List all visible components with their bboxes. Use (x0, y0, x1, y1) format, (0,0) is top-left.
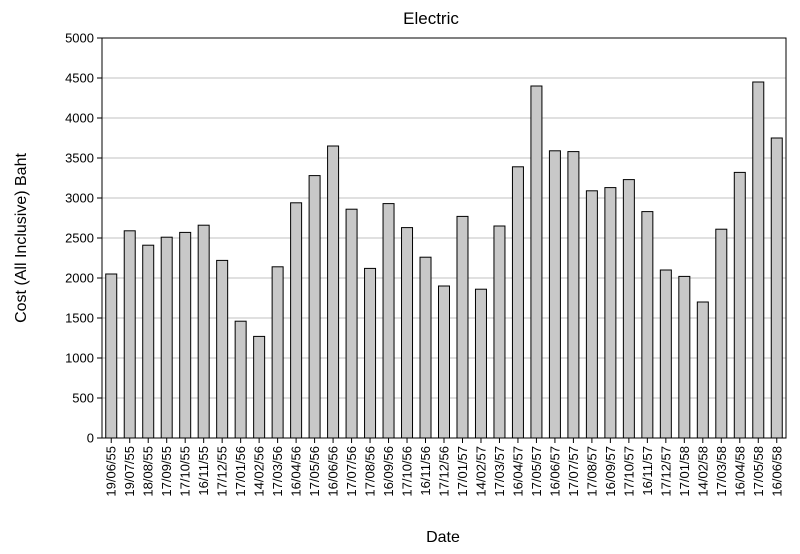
bar (696, 301, 709, 439)
chart-title: Electric (403, 9, 459, 28)
bar (308, 175, 321, 439)
bar (123, 230, 136, 439)
bar (733, 171, 746, 439)
x-tick-label: 16/09/57 (603, 446, 618, 497)
bar (585, 190, 598, 439)
x-tick-label: 17/01/58 (677, 446, 692, 497)
bar (419, 256, 432, 439)
x-tick-label: 17/07/57 (566, 446, 581, 497)
x-tick-label: 16/11/56 (418, 446, 433, 496)
x-tick-label: 17/05/58 (751, 446, 766, 497)
y-tick-label: 1000 (65, 351, 94, 366)
bar (216, 259, 229, 439)
bar (382, 203, 395, 439)
x-tick-label: 16/04/58 (732, 446, 747, 497)
bar (678, 275, 691, 439)
x-tick-label: 18/08/55 (141, 446, 156, 497)
x-tick-label: 16/06/57 (547, 446, 562, 497)
x-tick-label: 17/01/56 (233, 446, 248, 497)
x-tick-label: 17/10/55 (178, 446, 193, 497)
x-tick-labels: 19/06/55 19/07/55 18/08/55 17/09/55 17/10/55… (104, 446, 785, 497)
x-tick-label: 17/12/55 (215, 446, 230, 497)
y-tick-label: 2500 (65, 231, 94, 246)
y-tick-label: 1500 (65, 311, 94, 326)
x-tick-label: 14/02/58 (695, 446, 710, 497)
x-tick-label: 14/02/56 (252, 446, 267, 497)
bar (511, 166, 524, 439)
bar (401, 227, 414, 439)
y-axis-label: Cost (All Inclusive) Baht (13, 153, 30, 323)
bar (548, 150, 561, 439)
bar (456, 215, 469, 439)
bar (604, 187, 617, 439)
x-tick-label: 17/05/57 (529, 446, 544, 497)
x-tick-label: 17/08/56 (363, 446, 378, 497)
x-tick-label: 16/11/57 (640, 446, 655, 496)
bar (253, 335, 266, 439)
y-tick-label: 500 (72, 391, 94, 406)
plot-frame (101, 37, 787, 439)
y-tick-label: 0 (87, 431, 94, 446)
x-tick-label: 17/08/57 (584, 446, 599, 497)
bar (474, 288, 487, 439)
bar (752, 81, 765, 439)
y-tick-label: 3000 (65, 191, 94, 206)
x-tick-label: 16/09/56 (381, 446, 396, 497)
x-tick-label: 17/12/57 (658, 446, 673, 497)
x-tick-label: 17/03/56 (270, 446, 285, 497)
bar (234, 320, 247, 439)
bar (622, 179, 635, 439)
x-tick-label: 14/02/57 (473, 446, 488, 497)
bar (567, 151, 580, 439)
bar (142, 244, 155, 439)
bar (345, 208, 358, 439)
x-tick-label: 16/04/57 (510, 446, 525, 497)
y-tick-label: 5000 (65, 31, 94, 46)
bar (715, 228, 728, 439)
bar (493, 225, 506, 439)
x-tick-label: 16/11/55 (196, 446, 211, 496)
x-tick-label: 16/06/56 (326, 446, 341, 497)
bar (105, 273, 118, 439)
bar (290, 202, 303, 439)
x-tick-label: 17/07/56 (344, 446, 359, 497)
x-tick-label: 19/06/55 (104, 446, 119, 497)
x-tick-label: 17/03/58 (714, 446, 729, 497)
bar (438, 285, 450, 439)
bar (327, 145, 340, 439)
y-tick-label: 3500 (65, 151, 94, 166)
y-tick-labels: 0 500 1000 1500 2000 2500 3000 3500 4000 4500 5000 (65, 31, 94, 446)
bar (197, 224, 210, 439)
bar (530, 85, 543, 439)
bar (179, 231, 192, 439)
x-tick-label: 19/07/55 (122, 446, 137, 497)
x-tick-label: 16/06/58 (769, 446, 784, 497)
bar (364, 267, 377, 439)
x-tick-label: 16/04/56 (289, 446, 304, 497)
x-tick-label: 17/10/56 (400, 446, 415, 497)
x-tick-label: 17/12/56 (437, 446, 452, 497)
y-tick-label: 4000 (65, 111, 94, 126)
x-tick-label: 17/05/56 (307, 446, 322, 497)
bar (770, 137, 783, 439)
y-tick-label: 4500 (65, 71, 94, 86)
bar (160, 236, 173, 439)
y-tick-label: 2000 (65, 271, 94, 286)
x-axis-label: Date (426, 529, 460, 546)
x-tick-label: 17/03/57 (492, 446, 507, 497)
bar (641, 211, 654, 439)
x-tick-label: 17/10/57 (621, 446, 636, 497)
x-tick-label: 17/01/57 (455, 446, 470, 497)
bar (659, 269, 672, 439)
bar (271, 266, 284, 439)
x-tick-label: 17/09/55 (159, 446, 174, 497)
axes (97, 37, 787, 443)
bars (105, 81, 783, 439)
